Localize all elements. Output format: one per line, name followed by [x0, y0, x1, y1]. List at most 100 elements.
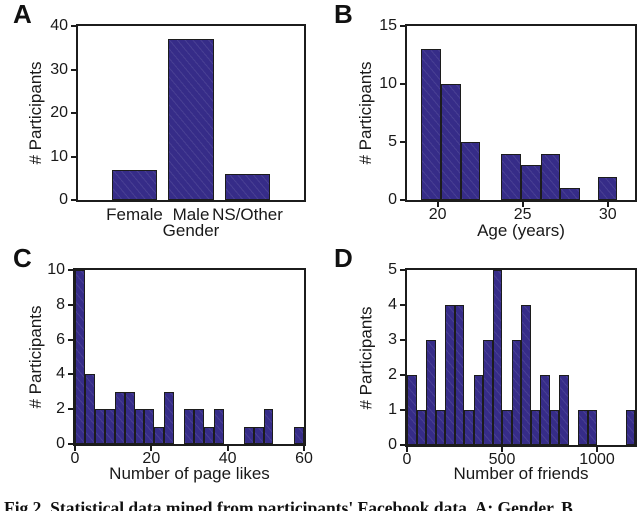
histogram-bin-bar [243, 426, 254, 444]
y-tick-label: 10 [379, 75, 397, 92]
histogram-bin-bar [597, 176, 618, 200]
x-tick-mark [606, 202, 609, 207]
panel-a-x-axis-label: Gender [162, 221, 220, 240]
histogram-bin-bar [521, 165, 541, 200]
panel-c-y-axis-label: # Participants [26, 305, 45, 409]
x-category-label: Female [106, 205, 163, 224]
x-category-label: NS/Other [212, 205, 283, 224]
y-tick-mark [400, 409, 405, 411]
histogram-bin-bar [530, 410, 540, 445]
y-tick-mark [68, 338, 73, 341]
y-tick-label: 15 [379, 17, 397, 34]
x-tick-mark [226, 446, 229, 451]
panel-a-letter: A [13, 0, 32, 29]
x-category-label: Male [172, 205, 210, 224]
x-tick-label: 25 [513, 206, 532, 223]
x-tick-mark [406, 447, 408, 452]
y-tick-mark [71, 68, 76, 71]
histogram-bin-bar [204, 426, 214, 444]
y-tick-mark [400, 199, 405, 201]
y-tick-label: 40 [50, 17, 68, 34]
y-tick-mark [400, 25, 405, 27]
panel-b-x-axis-label: Age (years) [477, 221, 565, 240]
y-tick-mark [400, 339, 405, 341]
panel-a-gender-bar-chart [76, 24, 306, 202]
figure-caption: Fig 2. Statistical data mined from parti… [4, 498, 573, 511]
y-tick-mark [400, 304, 405, 306]
histogram-bin-bar [435, 410, 445, 445]
histogram-bin-bar [587, 410, 597, 445]
x-tick-mark [150, 446, 153, 451]
histogram-bin-bar [104, 409, 115, 444]
y-tick-label: 4 [388, 296, 397, 313]
histogram-bin-bar [75, 270, 85, 444]
gender-bar [111, 169, 158, 200]
histogram-bin-bar [407, 375, 417, 445]
histogram-bin-bar [144, 409, 155, 444]
histogram-bin-bar [263, 409, 274, 444]
histogram-bin-bar [194, 409, 204, 444]
histogram-bin-bar [164, 391, 175, 444]
panel-b-age-histogram [405, 24, 637, 202]
histogram-bin-bar [483, 340, 493, 445]
histogram-bin-bar [521, 305, 531, 445]
y-tick-mark [400, 141, 405, 143]
y-tick-label: 3 [388, 331, 397, 348]
x-tick-label: 60 [295, 450, 313, 467]
histogram-bin-bar [560, 188, 580, 200]
y-tick-label: 0 [59, 191, 68, 208]
x-tick-label: 20 [428, 206, 447, 223]
y-tick-label: 4 [56, 365, 65, 383]
histogram-bin-bar [501, 153, 521, 200]
histogram-bin-bar [540, 375, 550, 445]
histogram-bin-bar [94, 409, 105, 444]
y-tick-mark [68, 373, 73, 376]
histogram-bin-bar [213, 409, 224, 444]
x-tick-label: 40 [218, 450, 237, 467]
y-tick-label: 10 [50, 147, 68, 165]
y-tick-mark [68, 303, 73, 306]
x-tick-mark [436, 202, 439, 207]
y-tick-label: 10 [47, 261, 65, 278]
histogram-bin-bar [124, 391, 135, 444]
histogram-bin-bar [464, 410, 474, 445]
x-tick-label: 30 [598, 206, 617, 223]
histogram-bin-bar [454, 305, 464, 445]
y-tick-label: 20 [50, 104, 68, 121]
y-tick-mark [400, 269, 405, 271]
y-tick-label: 6 [56, 330, 65, 348]
y-tick-mark [71, 25, 76, 27]
x-tick-label: 20 [142, 450, 161, 467]
y-tick-label: 2 [56, 400, 65, 418]
histogram-bin-bar [511, 340, 521, 445]
y-tick-mark [71, 199, 76, 201]
histogram-bin-bar [114, 391, 125, 444]
y-tick-label: 2 [388, 366, 397, 383]
histogram-bin-bar [502, 410, 512, 445]
y-tick-mark [400, 374, 405, 376]
y-tick-label: 8 [56, 295, 65, 313]
y-tick-label: 0 [388, 191, 397, 208]
histogram-bin-bar [578, 410, 588, 445]
y-tick-mark [400, 83, 405, 85]
histogram-bin-bar [441, 84, 461, 200]
y-tick-label: 5 [388, 261, 397, 278]
panel-d-letter: D [334, 243, 353, 273]
histogram-bin-bar [492, 270, 502, 445]
x-tick-label: 1000 [579, 451, 615, 468]
histogram-bin-bar [540, 153, 561, 200]
histogram-bin-bar [473, 375, 483, 445]
y-tick-mark [68, 443, 73, 445]
histogram-bin-bar [184, 409, 195, 444]
histogram-bin-bar [84, 374, 95, 444]
histogram-bin-bar [134, 409, 145, 444]
panel-b-y-axis-label: # Participants [356, 61, 375, 165]
histogram-bin-bar [426, 340, 436, 445]
panel-b-letter: B [334, 0, 353, 29]
histogram-bin-bar [294, 426, 304, 444]
panel-c-x-axis-label: Number of page likes [109, 464, 270, 483]
y-tick-mark [68, 408, 73, 411]
x-tick-mark [521, 202, 524, 207]
x-tick-mark [501, 447, 503, 452]
